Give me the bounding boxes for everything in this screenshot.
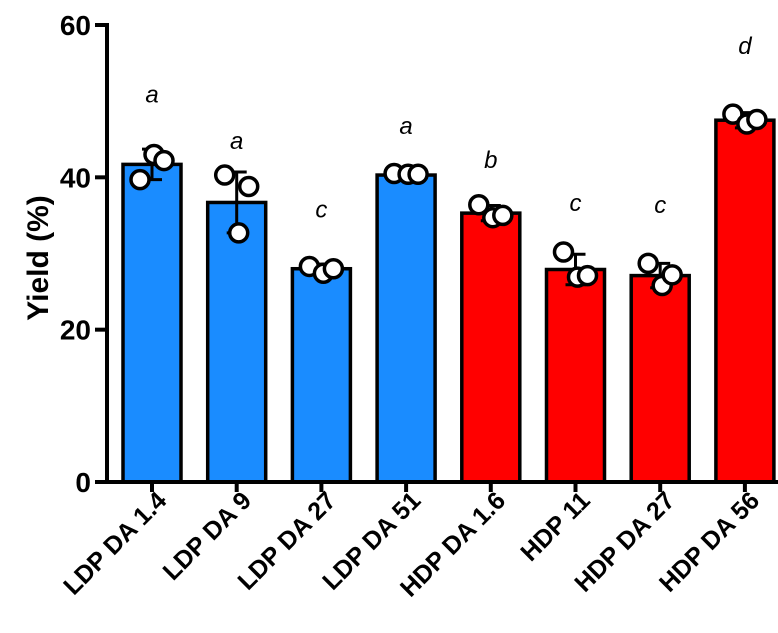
y-tick-label: 0 [75,467,91,498]
bar [460,211,522,484]
significance-letter: a [230,128,243,155]
data-point [746,108,768,131]
bar [714,118,776,484]
data-point [637,252,659,275]
bar [121,162,183,484]
bar [544,267,607,484]
data-point [576,264,599,287]
data-point [722,103,744,125]
significance-letter: a [399,113,412,140]
significance-letter: c [654,192,666,219]
significance-letter: c [570,190,582,217]
y-tick-label: 60 [60,10,91,41]
y-tick-label: 20 [60,315,91,346]
data-point [129,168,151,191]
data-point [407,163,429,186]
bar [629,273,691,484]
y-axis-title-group: Yield (%) [22,195,55,321]
data-point [552,241,575,263]
significance-letter: a [145,82,158,109]
bar [205,200,268,484]
data-point [153,149,175,172]
data-point [661,264,683,286]
bar [375,173,437,484]
data-point [227,222,250,244]
data-point [322,257,345,280]
data-point [237,175,260,198]
significance-letter: c [315,197,327,224]
data-point [492,204,514,227]
significance-letter: d [738,33,752,60]
x-tick-label: LDP DA 1.4 [58,486,172,600]
y-tick-label: 40 [60,162,91,193]
data-point [213,164,236,186]
data-point [468,194,490,216]
significance-letter: b [484,147,497,174]
x-tick-label: HDP 11 [515,486,595,566]
y-axis-title: Yield (%) [22,195,55,321]
bar [290,266,353,484]
